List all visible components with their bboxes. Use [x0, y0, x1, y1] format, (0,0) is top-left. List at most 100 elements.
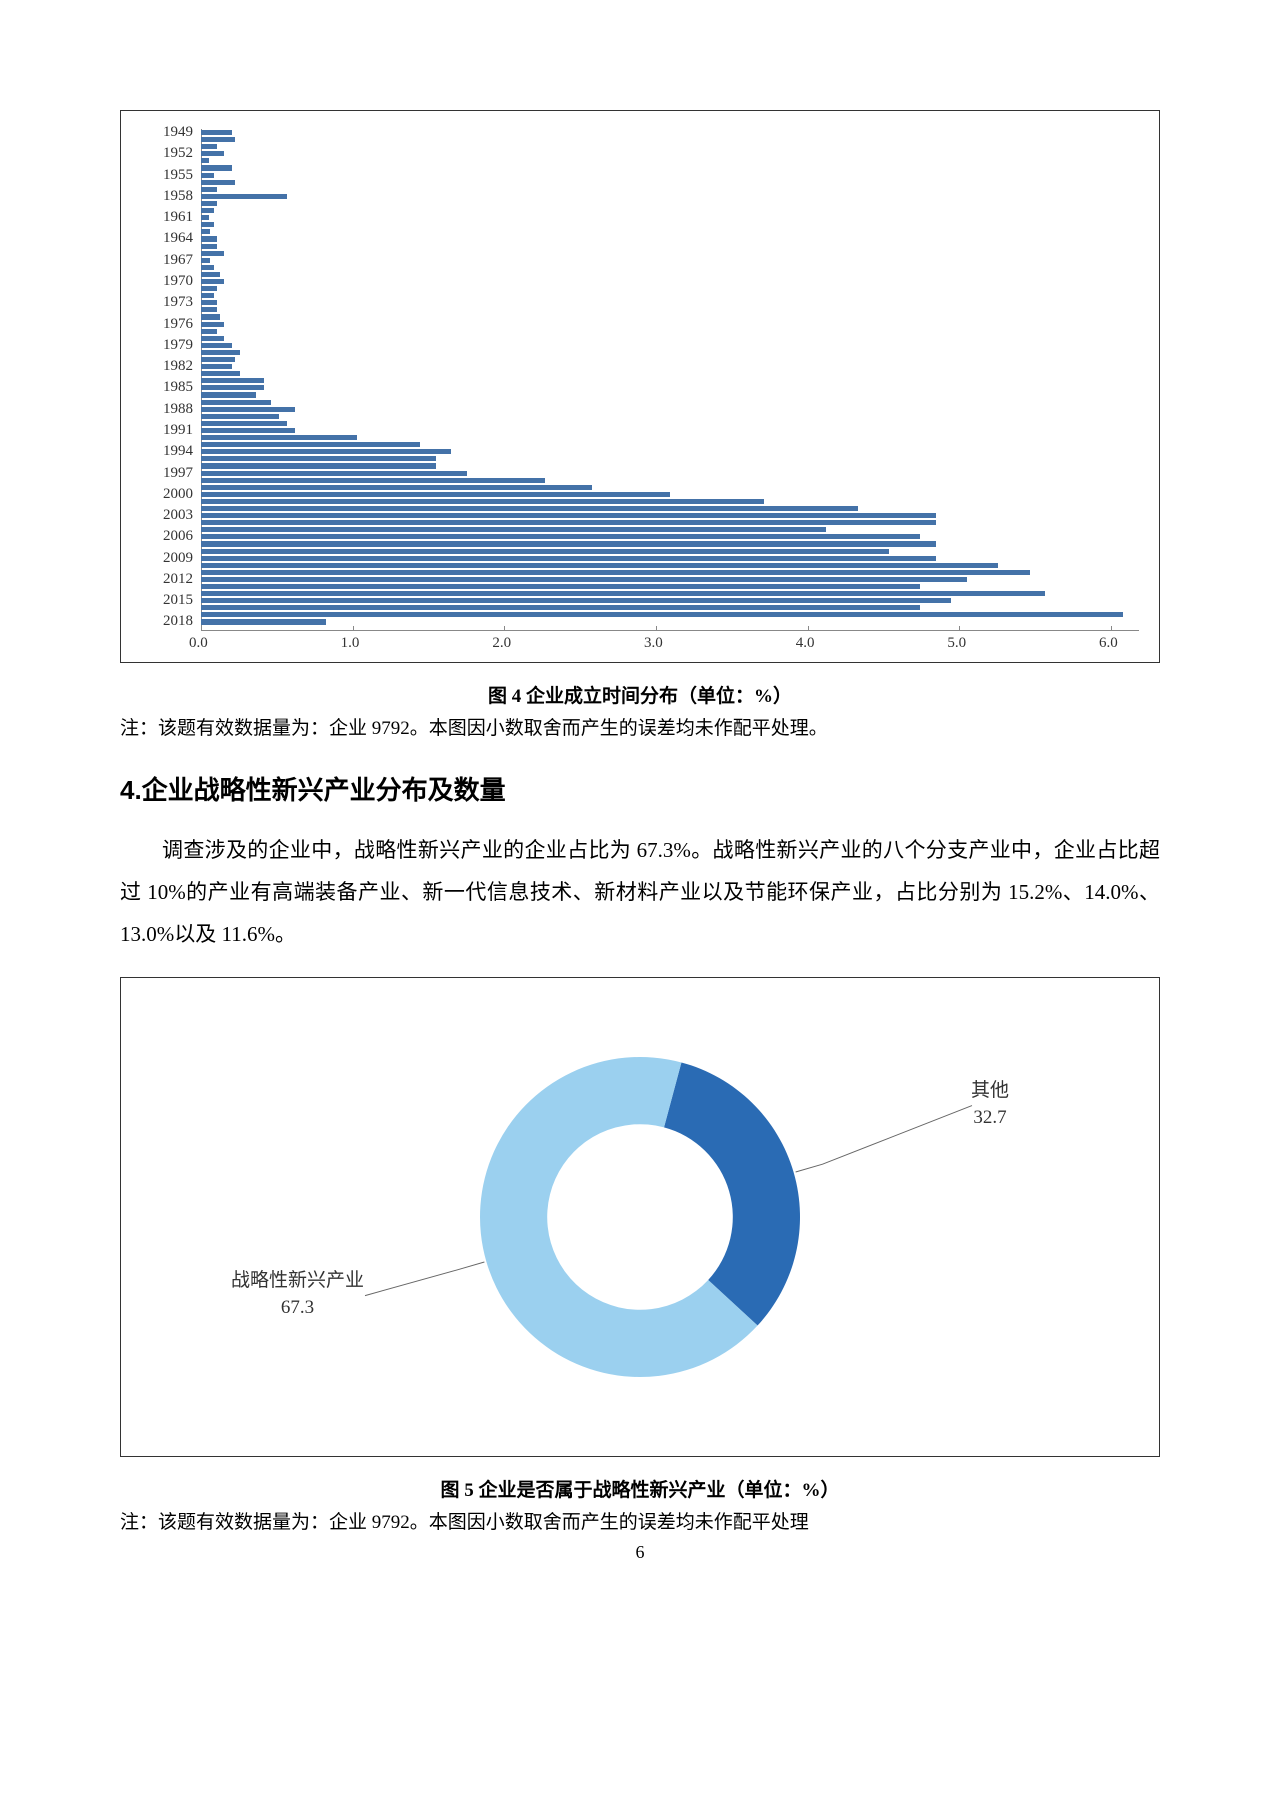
bar-track	[201, 448, 1139, 455]
bar-row	[141, 285, 1139, 292]
bar	[201, 584, 920, 589]
year-label: 1961	[141, 214, 201, 221]
bar-row	[141, 157, 1139, 164]
year-label: 2018	[141, 618, 201, 625]
bar-track	[201, 427, 1139, 434]
year-label: 1985	[141, 384, 201, 391]
donut-label-other: 其他32.7	[971, 1078, 1009, 1131]
bar-row	[141, 399, 1139, 406]
bar-row	[141, 484, 1139, 491]
bar-track	[201, 129, 1139, 136]
figure4-note: 注：该题有效数据量为：企业 9792。本图因小数取舍而产生的误差均未作配平处理。	[120, 714, 1160, 744]
bar-track	[201, 136, 1139, 143]
bar-row: 1991	[141, 427, 1139, 434]
bar	[201, 322, 224, 327]
bar	[201, 392, 256, 397]
leader-line	[796, 1106, 972, 1172]
bar-row	[141, 306, 1139, 313]
bar-row: 1955	[141, 172, 1139, 179]
bar-chart-container: 1949195219551958196119641967197019731976…	[120, 110, 1160, 663]
bar	[201, 165, 232, 170]
bar-track	[201, 313, 1139, 320]
bar	[201, 421, 287, 426]
bar-track	[201, 519, 1139, 526]
bar	[201, 236, 217, 241]
bar-row	[141, 143, 1139, 150]
bar-track	[201, 441, 1139, 448]
bar-row	[141, 498, 1139, 505]
bar	[201, 357, 235, 362]
bar	[201, 307, 217, 312]
bar-track	[201, 179, 1139, 186]
bar-row: 1958	[141, 193, 1139, 200]
bar	[201, 300, 217, 305]
bar	[201, 435, 357, 440]
year-label: 1988	[141, 406, 201, 413]
bar	[201, 215, 209, 220]
bar	[201, 130, 232, 135]
bar	[201, 428, 295, 433]
bar-row	[141, 519, 1139, 526]
bar	[201, 499, 764, 504]
bar-track	[201, 484, 1139, 491]
bar	[201, 400, 271, 405]
year-label: 1952	[141, 150, 201, 157]
bar-row	[141, 221, 1139, 228]
bar	[201, 314, 220, 319]
bar-track	[201, 413, 1139, 420]
donut-chart-container: 战略性新兴产业67.3 其他32.7	[120, 977, 1160, 1457]
x-tick: 1.0	[353, 635, 505, 652]
bar-track	[201, 172, 1139, 179]
bar-track	[201, 477, 1139, 484]
bar	[201, 570, 1030, 575]
bar-row	[141, 540, 1139, 547]
x-axis: 0.01.02.03.04.05.06.0	[201, 630, 1139, 652]
bar-track	[201, 186, 1139, 193]
donut-label-strategic: 战略性新兴产业67.3	[231, 1268, 364, 1321]
year-label: 2009	[141, 555, 201, 562]
bar-track	[201, 377, 1139, 384]
bar-row	[141, 370, 1139, 377]
year-label: 2012	[141, 576, 201, 583]
year-label: 1982	[141, 363, 201, 370]
bar-track	[201, 470, 1139, 477]
bar-track	[201, 555, 1139, 562]
bar-row	[141, 186, 1139, 193]
page-number: 6	[120, 1542, 1160, 1563]
section-4-body: 调查涉及的企业中，战略性新兴产业的企业占比为 67.3%。战略性新兴产业的八个分…	[120, 829, 1160, 955]
bar-track	[201, 306, 1139, 313]
bar-chart: 1949195219551958196119641967197019731976…	[141, 129, 1139, 626]
bar	[201, 513, 936, 518]
year-label: 1979	[141, 342, 201, 349]
bar-row	[141, 335, 1139, 342]
bar-row: 1952	[141, 150, 1139, 157]
year-label: 1955	[141, 172, 201, 179]
bar-row	[141, 526, 1139, 533]
bar-track	[201, 221, 1139, 228]
bar-row: 1997	[141, 470, 1139, 477]
bar-track	[201, 406, 1139, 413]
bar	[201, 137, 235, 142]
bar-track	[201, 420, 1139, 427]
bar	[201, 478, 545, 483]
bar	[201, 619, 326, 624]
bar-track	[201, 143, 1139, 150]
x-tick: 2.0	[504, 635, 656, 652]
year-label: 2006	[141, 533, 201, 540]
bar-track	[201, 292, 1139, 299]
bar-track	[201, 200, 1139, 207]
year-label: 1964	[141, 235, 201, 242]
bar	[201, 471, 467, 476]
bar-row	[141, 228, 1139, 235]
bar-row: 2018	[141, 618, 1139, 625]
bar-row	[141, 604, 1139, 611]
bar-track	[201, 540, 1139, 547]
bar-track	[201, 618, 1139, 625]
bar-track	[201, 491, 1139, 498]
bar-track	[201, 235, 1139, 242]
bar	[201, 350, 240, 355]
bar	[201, 549, 889, 554]
bar-row	[141, 271, 1139, 278]
bar-row: 1994	[141, 448, 1139, 455]
x-tick: 6.0	[1111, 635, 1139, 652]
